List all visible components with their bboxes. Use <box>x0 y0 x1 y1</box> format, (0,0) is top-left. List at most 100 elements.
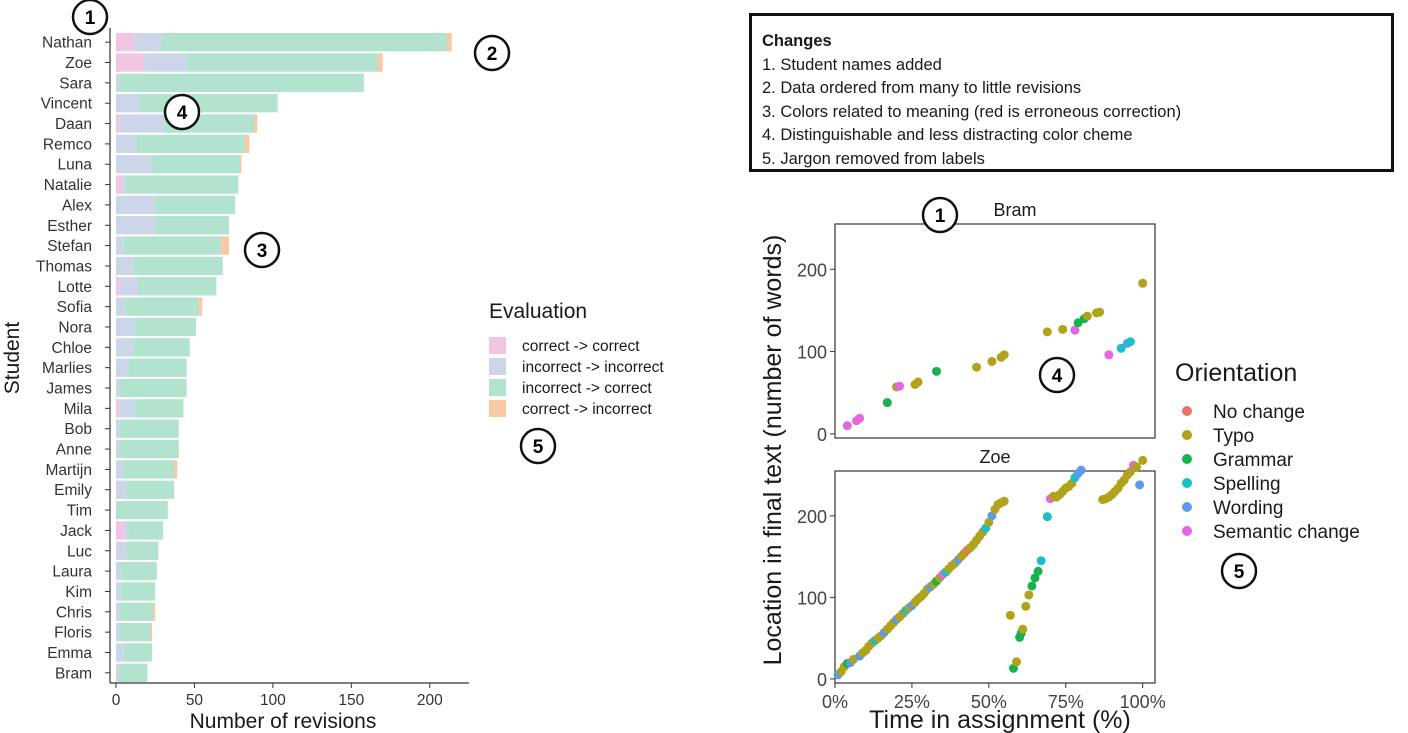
bar-y-tick-label: Laura <box>52 564 92 581</box>
scatter-panel-border <box>834 470 1156 684</box>
change-item: 3. Colors related to meaning (red is err… <box>762 102 1182 121</box>
legend-swatch <box>489 400 506 417</box>
bar-y-tick-label: Anne <box>56 442 92 459</box>
bar-y-tick-label: Emma <box>47 645 92 662</box>
scatter-annotation-1: 1 <box>921 196 959 234</box>
scatter-panel-border <box>834 223 1156 439</box>
scatter-y-tick-label: 200 <box>797 260 827 280</box>
scatter-panels: Bram 0 100 200 Zoe 0 100 200 0% 25% 50% 75% 100% <box>797 200 1166 712</box>
scatter-point <box>842 421 852 431</box>
bar-segment <box>155 195 236 215</box>
annotation-1: 1 <box>71 0 109 36</box>
bar-y-tick-label: Vincent <box>41 96 93 113</box>
bar-segment <box>119 419 179 438</box>
svg-text:1: 1 <box>85 8 96 29</box>
bar-segment <box>119 622 151 642</box>
bar-segment <box>122 175 126 194</box>
svg-text:4: 4 <box>177 103 188 124</box>
bar-segment <box>119 277 138 296</box>
bar-y-tick-label: Chris <box>56 604 92 621</box>
bar-segment <box>116 256 134 276</box>
scatter-point <box>1132 462 1142 472</box>
change-item: 5. Jargon removed from labels <box>762 149 985 168</box>
scatter-legend: No change Typo Grammar Spelling Wording Seman… <box>1182 402 1360 543</box>
scatter-point <box>1076 465 1086 475</box>
bar-legend: correct -> correct incorrect -> incorrect… <box>489 337 664 418</box>
bar-segment <box>116 622 120 642</box>
scatter-point <box>999 496 1009 506</box>
scatter-point <box>932 366 942 376</box>
bar-segment <box>116 297 126 316</box>
bar-segment <box>133 256 223 276</box>
change-item: 1. Student names added <box>762 55 942 74</box>
bar-y-tick-label: Luc <box>67 543 92 560</box>
scatter-y-tick-label: 100 <box>797 343 827 363</box>
scatter-point <box>1070 325 1080 335</box>
bar-segment <box>116 582 121 601</box>
scatter-point <box>1138 455 1148 465</box>
bar-segment <box>116 317 135 337</box>
bar-segment <box>116 94 140 113</box>
bar-segment <box>126 480 175 499</box>
bar-segment <box>119 114 164 133</box>
scatter-point <box>1104 350 1114 360</box>
bar-y-tick-label: Remco <box>43 136 92 153</box>
bar-y-tick-label: Kim <box>65 584 92 601</box>
bar-segment <box>116 134 137 154</box>
scatter-legend-label: Wording <box>1213 498 1283 519</box>
bar-segment <box>116 236 124 255</box>
scatter-panel-title: Bram <box>993 200 1036 220</box>
bar-segment <box>116 541 127 560</box>
bar-y-tick-label: Luna <box>58 157 93 174</box>
bar-segment <box>116 643 124 662</box>
legend-label: correct -> incorrect <box>522 401 652 418</box>
scatter-point <box>999 350 1009 360</box>
bar-segment <box>139 94 278 113</box>
legend-swatch <box>489 358 506 375</box>
bar-y-tick-label: Floris <box>54 625 92 642</box>
scatter-point <box>1095 307 1105 317</box>
bar-segment <box>123 521 129 540</box>
scatter-x-tick-label: 25% <box>894 692 930 712</box>
bar-segment <box>186 53 379 72</box>
scatter-legend-key <box>1182 526 1192 536</box>
bar-y-tick-label: Jack <box>60 523 92 540</box>
scatter-point <box>1042 512 1052 522</box>
bar-segment <box>119 399 135 418</box>
bar-segment <box>119 663 148 682</box>
bar-segment <box>116 399 120 418</box>
bar-segment <box>119 378 187 398</box>
svg-text:4: 4 <box>1052 366 1063 387</box>
bar-segment <box>155 216 229 235</box>
svg-text:5: 5 <box>1234 562 1245 583</box>
legend-label: correct -> correct <box>522 338 640 355</box>
bar-y-tick-label: Mila <box>64 401 93 418</box>
scatter-point <box>972 362 982 372</box>
legend-label: incorrect -> correct <box>522 380 652 397</box>
bar-segment <box>122 460 175 479</box>
bar-y-tick-label: Esther <box>47 218 92 235</box>
scatter-x-tick-label: 75% <box>1048 692 1084 712</box>
scatter-legend-key <box>1182 502 1192 512</box>
bar-x-tick-label: 50 <box>186 692 204 709</box>
scatter-legend-label: Grammar <box>1213 450 1294 471</box>
scatter-point <box>1058 324 1068 334</box>
bar-segment <box>137 277 217 296</box>
bar-segment <box>116 663 120 682</box>
scatter-x-tick-label: 50% <box>971 692 1007 712</box>
scatter-point <box>1012 657 1022 667</box>
scatter-point <box>882 398 892 408</box>
bar-y-axis-title: Student <box>1 322 24 395</box>
scatter-legend-key <box>1182 454 1192 464</box>
bar-y-tick-label: Nora <box>58 319 92 336</box>
bar-segment <box>116 216 156 235</box>
scatter-point <box>1138 278 1148 288</box>
bar-segment <box>116 561 121 581</box>
bar-x-tick-label: 150 <box>338 692 364 709</box>
changes-box: Changes 1. Student names added 2. Data o… <box>749 13 1394 172</box>
scatter-point <box>895 381 905 391</box>
change-item: 4. Distinguishable and less distracting … <box>762 126 1133 145</box>
scatter-y-axis-title: Location in final text (number of words) <box>759 235 787 666</box>
bar-segment <box>116 195 156 215</box>
annotation-5: 5 <box>519 427 557 465</box>
